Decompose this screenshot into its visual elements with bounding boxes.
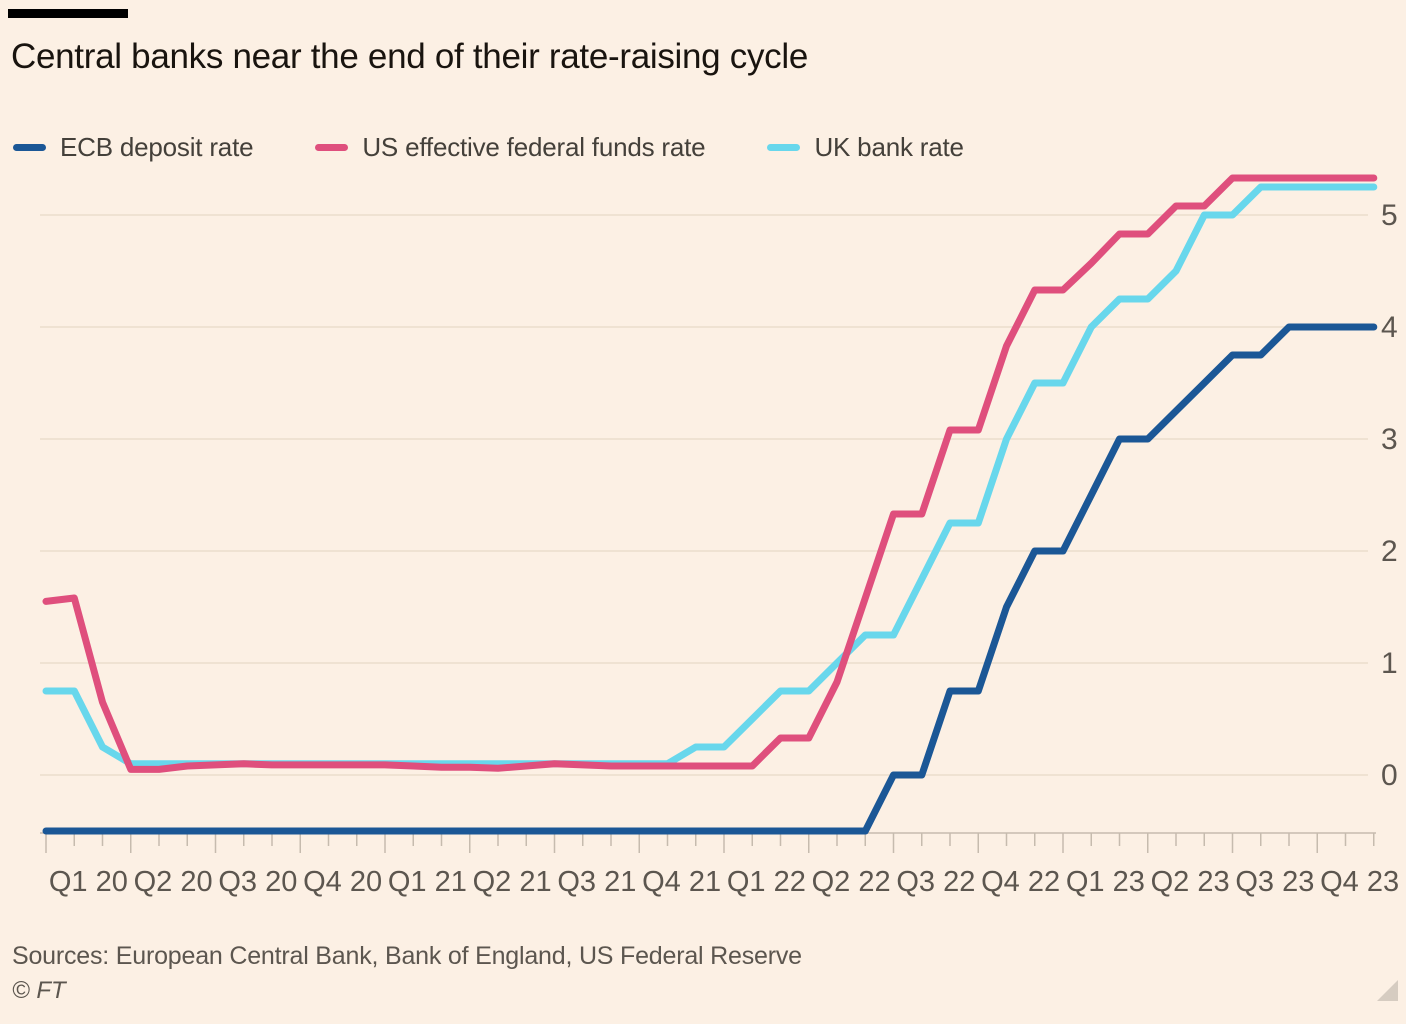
svg-text:Q4 22: Q4 22 bbox=[981, 866, 1060, 898]
resize-handle-icon bbox=[1377, 980, 1398, 1001]
svg-text:Q3 23: Q3 23 bbox=[1235, 866, 1314, 898]
legend-swatch-us-icon bbox=[315, 144, 349, 151]
svg-text:Q3 22: Q3 22 bbox=[896, 866, 975, 898]
svg-text:4: 4 bbox=[1381, 311, 1398, 344]
svg-text:Q3 21: Q3 21 bbox=[557, 866, 636, 898]
legend-label-uk: UK bank rate bbox=[814, 132, 964, 162]
legend-item-us-federal-funds-rate: US effective federal funds rate bbox=[315, 132, 706, 163]
svg-text:Q2 23: Q2 23 bbox=[1151, 866, 1230, 898]
svg-text:Q1 20: Q1 20 bbox=[49, 866, 128, 898]
legend: ECB deposit rate US effective federal fu… bbox=[13, 132, 964, 163]
legend-label-ecb: ECB deposit rate bbox=[60, 132, 254, 162]
svg-text:Q1 23: Q1 23 bbox=[1066, 866, 1145, 898]
svg-text:Q2 22: Q2 22 bbox=[812, 866, 891, 898]
svg-text:Q4 23: Q4 23 bbox=[1320, 866, 1399, 898]
legend-label-us: US effective federal funds rate bbox=[362, 132, 706, 162]
svg-text:3: 3 bbox=[1381, 423, 1398, 456]
chart-title: Central banks near the end of their rate… bbox=[11, 37, 809, 76]
legend-swatch-uk-icon bbox=[767, 144, 801, 151]
legend-item-uk-bank-rate: UK bank rate bbox=[767, 132, 964, 163]
svg-text:2: 2 bbox=[1381, 535, 1398, 568]
svg-text:Q4 21: Q4 21 bbox=[642, 866, 721, 898]
svg-text:Q4 20: Q4 20 bbox=[303, 866, 382, 898]
svg-text:0: 0 bbox=[1381, 759, 1398, 792]
svg-text:Q2 21: Q2 21 bbox=[473, 866, 552, 898]
svg-text:Q1 22: Q1 22 bbox=[727, 866, 806, 898]
svg-text:Q2 20: Q2 20 bbox=[134, 866, 213, 898]
svg-text:5: 5 bbox=[1381, 199, 1398, 232]
kicker-bar bbox=[8, 9, 128, 18]
legend-item-ecb-deposit-rate: ECB deposit rate bbox=[13, 132, 254, 163]
svg-text:Q3 20: Q3 20 bbox=[218, 866, 297, 898]
sources-note: Sources: European Central Bank, Bank of … bbox=[12, 942, 802, 970]
svg-text:1: 1 bbox=[1381, 647, 1398, 680]
svg-text:Q1 21: Q1 21 bbox=[388, 866, 467, 898]
legend-swatch-ecb-icon bbox=[13, 144, 46, 151]
ft-copyright: © FT bbox=[12, 977, 66, 1004]
